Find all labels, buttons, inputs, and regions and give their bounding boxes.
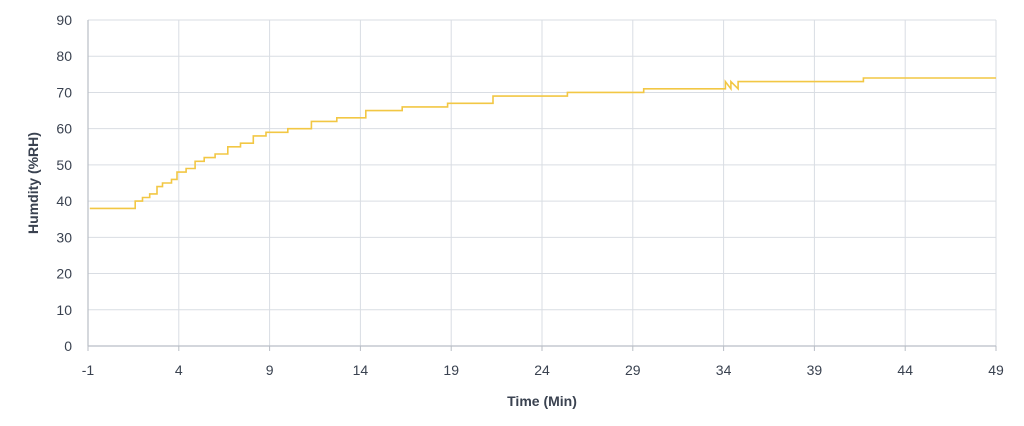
x-tick-label: 44 (897, 362, 913, 378)
y-tick-label: 20 (56, 266, 72, 282)
y-axis-title: Humdity (%RH) (25, 132, 41, 234)
y-tick-label: 40 (56, 193, 72, 209)
y-tick-label: 90 (56, 12, 72, 28)
axes (87, 20, 997, 351)
y-tick-label: 70 (56, 84, 72, 100)
series-layer (89, 77, 996, 210)
x-tick-label: 24 (534, 362, 550, 378)
x-tick-label: 39 (807, 362, 823, 378)
series-line-humidity (89, 77, 996, 210)
y-tick-label: 30 (56, 229, 72, 245)
y-tick-label: 0 (64, 338, 72, 354)
y-tick-label: 50 (56, 157, 72, 173)
x-tick-label: 49 (988, 362, 1004, 378)
y-tick-label: 60 (56, 121, 72, 137)
y-tick-label: 80 (56, 48, 72, 64)
y-tick-label: 10 (56, 302, 72, 318)
x-tick-label: 4 (175, 362, 183, 378)
x-tick-label: -1 (82, 362, 95, 378)
gridlines (88, 19, 997, 346)
x-tick-label: 29 (625, 362, 641, 378)
x-tick-label: 19 (443, 362, 459, 378)
x-tick-label: 14 (353, 362, 369, 378)
x-tick-label: 34 (716, 362, 732, 378)
x-tick-label: 9 (266, 362, 274, 378)
x-axis-title: Time (Min) (507, 393, 577, 409)
